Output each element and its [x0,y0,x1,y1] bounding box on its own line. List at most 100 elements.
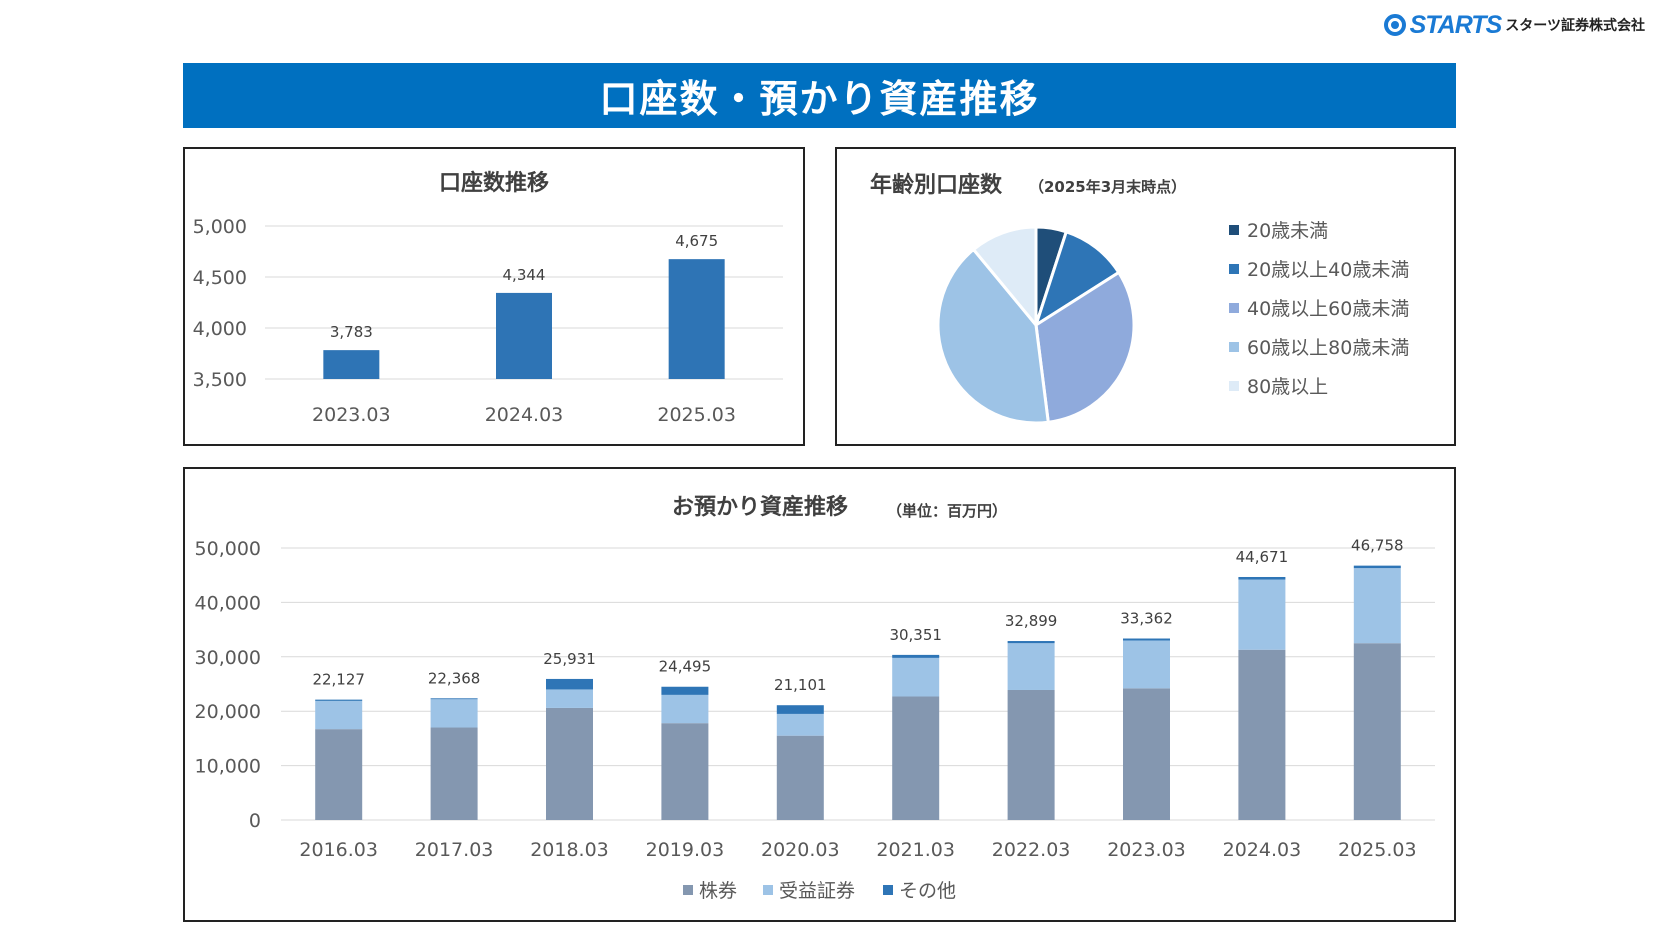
total-label: 24,495 [659,658,712,676]
legend-label: 40歳以上60歳未満 [1247,298,1409,320]
x-tick-label: 2024.03 [485,404,564,426]
pie-slice [936,247,1050,425]
bar-segment [661,694,709,724]
bar-segment [430,699,478,728]
legend-label: 20歳未満 [1247,220,1328,242]
total-label: 22,127 [312,671,365,689]
y-tick-label: 20,000 [195,701,261,723]
x-tick-label: 2024.03 [1223,839,1302,861]
y-tick-label: 40,000 [195,592,261,614]
bar-segment [892,696,940,820]
legend-swatch [683,885,693,895]
accounts-chart: 口座数推移 5,000 4,500 4,000 3,500 3,783 2023.03 4,3… [193,170,783,426]
bar-segment [1353,643,1401,820]
bar-segment [546,707,593,820]
x-tick-label: 2025.03 [1338,839,1417,861]
bar [323,350,380,379]
legend-swatch [1229,303,1239,313]
legend-swatch [883,885,893,895]
x-tick-label: 2019.03 [646,839,725,861]
bar-segment [1007,689,1055,820]
data-label: 4,344 [503,266,546,284]
age-chart-panel: 年齢別口座数 （2025年3月末時点） 20歳未満 20歳以上40歳未満 40歳以上60… [835,147,1456,446]
x-tick-label: 2020.03 [761,839,840,861]
legend-swatch [1229,225,1239,235]
legend-swatch [1229,342,1239,352]
chart-title: お預かり資産推移 [672,494,848,520]
bar-segment [1238,576,1286,580]
y-tick-label: 4,500 [193,267,247,289]
chart-subtitle: （単位：百万円） [887,502,1007,520]
accounts-chart-panel: 口座数推移 5,000 4,500 4,000 3,500 3,783 2023.03 4,3… [183,147,805,446]
bar [496,292,552,379]
legend-label: 受益証券 [779,880,855,902]
bar [668,259,725,379]
y-tick-label: 4,000 [193,318,247,340]
pie-slice [1034,270,1136,424]
total-label: 21,101 [774,676,827,694]
legend-label: 80歳以上 [1247,376,1328,398]
page-title: 口座数・預かり資産推移 [183,63,1456,128]
total-label: 46,758 [1351,537,1404,555]
bar-segment [1007,643,1055,690]
logo-text: STARTS [1409,10,1503,39]
total-label: 25,931 [543,650,596,668]
total-label: 44,671 [1236,548,1289,566]
bar-segment [1238,579,1286,650]
legend-label: 20歳以上40歳未満 [1247,259,1409,281]
total-label: 22,368 [428,669,481,687]
legend-label: 60歳以上80歳未満 [1247,337,1409,359]
data-label: 4,675 [675,232,718,250]
legend-swatch [1229,264,1239,274]
legend-swatch [763,885,773,895]
y-tick-label: 30,000 [195,647,261,669]
x-tick-label: 2018.03 [530,839,609,861]
bar-segment [661,723,709,820]
bar-segment [430,698,478,700]
chart-title: 口座数推移 [439,170,549,196]
y-tick-label: 5,000 [193,216,247,238]
x-tick-label: 2023.03 [1107,839,1186,861]
bar-segment [1353,568,1401,644]
company-logo: STARTS スターツ証券株式会社 [1383,10,1645,40]
legend-swatch [1229,381,1239,391]
x-tick-label: 2021.03 [876,839,955,861]
bar-segment [892,654,940,658]
total-label: 30,351 [889,626,942,644]
bar-segment [546,689,593,708]
bar-segment [1238,649,1286,820]
y-tick-label: 0 [249,810,261,832]
bar-segment [1123,638,1170,641]
legend-label: 株券 [699,880,737,902]
x-tick-label: 2023.03 [312,404,391,426]
bar-segment [1123,640,1170,689]
logo-company-name: スターツ証券株式会社 [1505,18,1645,34]
bar-segment [430,727,478,820]
assets-chart-panel: お預かり資産推移 （単位：百万円） 50,000 40,000 30,000 20,000… [183,467,1456,922]
chart-title: 年齢別口座数 [870,172,1003,198]
bar-segment [315,729,363,820]
age-pie-chart: 年齢別口座数 （2025年3月末時点） 20歳未満 20歳以上40歳未満 40歳以上60… [870,172,1409,425]
x-tick-label: 2022.03 [992,839,1071,861]
data-label: 3,783 [330,323,373,341]
x-tick-label: 2016.03 [299,839,378,861]
bar-segment [1123,688,1170,820]
y-tick-label: 3,500 [193,369,247,391]
pie-slice [971,225,1038,330]
bar-segment [776,705,824,714]
total-label: 32,899 [1005,612,1058,630]
chart-subtitle: （2025年3月末時点） [1029,178,1186,196]
bar-segment [661,686,709,695]
total-label: 33,362 [1120,610,1173,628]
bar-segment [892,657,940,697]
y-tick-label: 10,000 [195,756,261,778]
assets-chart: お預かり資産推移 （単位：百万円） 50,000 40,000 30,000 20,000… [195,494,1435,902]
legend-label: その他 [899,880,956,902]
bar-segment [776,735,824,820]
bar-segment [315,699,363,701]
bar-segment [315,700,363,730]
bar-segment [546,678,593,690]
bar-segment [1353,565,1401,569]
logo-mark-icon [1383,14,1406,36]
bar-segment [776,713,824,736]
